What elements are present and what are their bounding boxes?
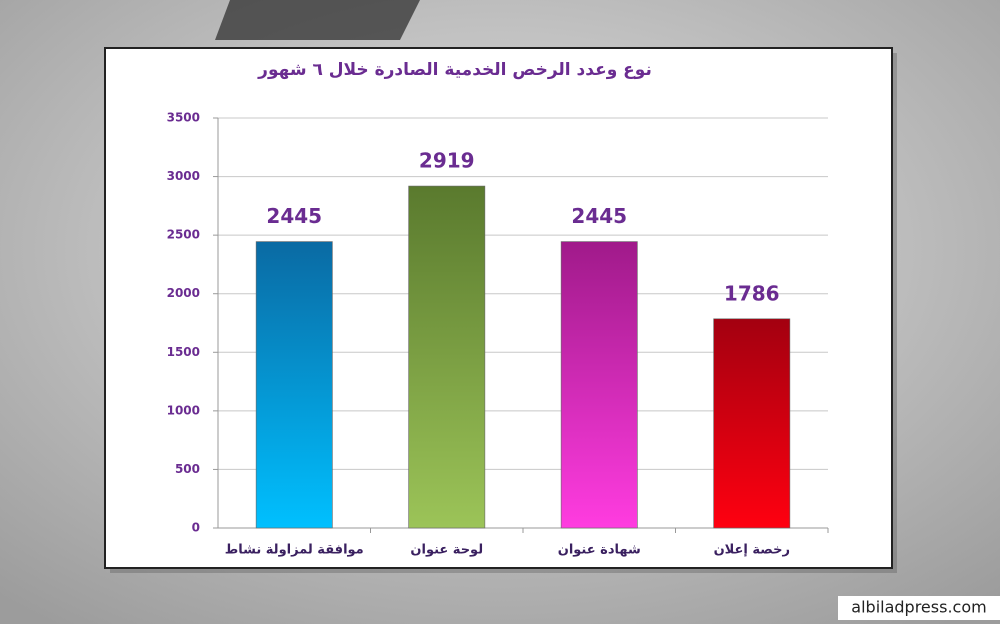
watermark-box — [838, 596, 1000, 620]
x-tick-label: رخصة إعلان — [714, 543, 790, 558]
watermark: albiladpress.com — [851, 598, 986, 617]
chart-title: نوع وعدد الرخص الخدمية الصادرة خلال ٦ شه… — [257, 60, 652, 80]
y-tick-label: 2500 — [167, 228, 200, 242]
bar — [713, 318, 791, 529]
y-tick-label: 3500 — [167, 111, 200, 125]
bar — [255, 241, 333, 529]
y-tick-label: 1000 — [167, 403, 200, 417]
value-label: 2445 — [266, 204, 322, 228]
value-label: 2919 — [419, 149, 475, 173]
value-label: 1786 — [724, 281, 780, 305]
y-tick-label: 0 — [192, 521, 200, 535]
x-tick-label: شهادة عنوان — [558, 543, 641, 558]
y-tick-label: 2000 — [167, 286, 200, 300]
logo-shape — [215, 0, 420, 40]
y-tick-label: 3000 — [167, 169, 200, 183]
x-tick-label: لوحة عنوان — [410, 543, 483, 558]
bar — [408, 185, 486, 529]
y-tick-label: 500 — [175, 462, 200, 476]
y-tick-label: 1500 — [167, 345, 200, 359]
bar — [560, 241, 638, 529]
value-label: 2445 — [571, 204, 627, 228]
x-tick-label: موافقة لمزاولة نشاط — [225, 543, 364, 558]
